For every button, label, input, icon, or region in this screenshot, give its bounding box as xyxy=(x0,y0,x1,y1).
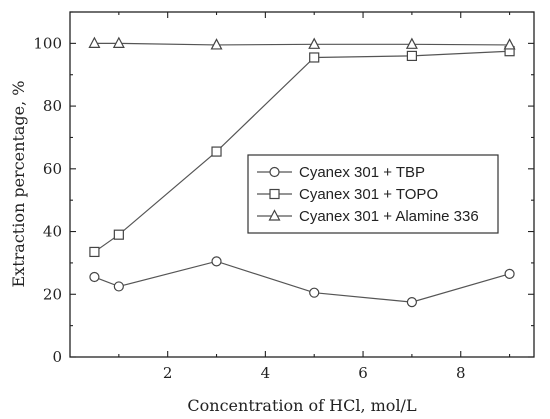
data-point-circle xyxy=(211,256,222,267)
legend-label: Cyanex 301 + TBP xyxy=(299,164,425,181)
series-square xyxy=(89,46,515,258)
x-tick-label: 4 xyxy=(261,364,271,382)
data-point-square xyxy=(89,246,100,258)
data-point-circle xyxy=(113,281,124,292)
legend-item: Cyanex 301 + TOPO xyxy=(257,186,438,203)
x-axis-title: Concentration of HCl, mol/L xyxy=(187,396,417,415)
data-point-circle xyxy=(406,297,417,308)
y-tick-label: 20 xyxy=(43,285,62,303)
data-point-triangle xyxy=(210,38,223,50)
data-point-triangle xyxy=(503,38,516,50)
data-point-circle xyxy=(504,268,515,279)
data-point-triangle xyxy=(112,36,125,48)
legend-item: Cyanex 301 + Alamine 336 xyxy=(257,208,479,225)
y-tick-label: 0 xyxy=(52,348,62,366)
legend-marker-triangle xyxy=(268,209,281,221)
legend-item: Cyanex 301 + TBP xyxy=(257,164,425,181)
y-axis-title: Extraction percentage, % xyxy=(9,81,28,288)
legend-label: Cyanex 301 + TOPO xyxy=(299,186,438,203)
legend-marker-circle xyxy=(269,166,280,178)
x-tick-label: 8 xyxy=(456,364,466,382)
legend-marker-square xyxy=(269,188,280,200)
y-tick-label: 100 xyxy=(33,34,62,52)
series-triangle xyxy=(88,36,516,50)
y-tick-label: 60 xyxy=(43,160,62,178)
data-point-triangle xyxy=(88,36,101,48)
x-tick-label: 6 xyxy=(358,364,368,382)
series-circle xyxy=(89,256,515,308)
data-point-triangle xyxy=(308,37,321,49)
series-line-triangle xyxy=(94,42,510,46)
data-point-square xyxy=(211,146,222,157)
data-point-square xyxy=(309,52,320,63)
y-tick-label: 80 xyxy=(43,97,62,115)
data-point-triangle xyxy=(405,37,418,49)
y-tick-label: 40 xyxy=(43,223,62,241)
plot-frame xyxy=(69,11,535,358)
series-line-circle xyxy=(94,260,510,303)
legend-label: Cyanex 301 + Alamine 336 xyxy=(299,208,479,225)
series-layer xyxy=(88,36,516,308)
x-tick-label: 2 xyxy=(163,364,173,382)
data-point-circle xyxy=(309,287,320,298)
data-point-circle xyxy=(89,271,100,283)
data-point-square xyxy=(406,50,417,62)
data-point-square xyxy=(113,229,124,240)
legend: Cyanex 301 + TBP Cyanex 301 + TOPO Cyanex … xyxy=(247,154,499,234)
